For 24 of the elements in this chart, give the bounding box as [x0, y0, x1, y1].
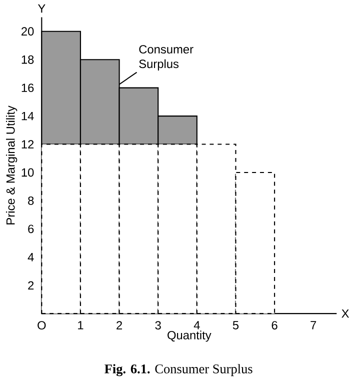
y-tick-label: 12: [22, 140, 34, 148]
y-tick-label: 14: [22, 112, 34, 120]
x-tick-label: 3: [155, 321, 162, 330]
text: Y: [38, 4, 46, 13]
text: X: [342, 309, 350, 318]
y-tick-label: 2: [28, 281, 34, 290]
x-tick-label: 5: [233, 321, 239, 330]
y-tick-label: 16: [22, 84, 34, 92]
y-tick-label: 6: [28, 224, 34, 234]
y-tick-label: 20: [22, 27, 34, 36]
x-axis-title: Quantity: [168, 330, 212, 342]
x-tick-label: 7: [310, 321, 316, 330]
series-label: Consumer Surplus: [139, 45, 194, 70]
x-tick-label: 4: [194, 321, 200, 330]
x-tick-label: 2: [116, 321, 122, 330]
y-tick-label: 18: [22, 55, 34, 64]
y-tick-label: 10: [22, 168, 34, 177]
x-tick-label: O: [38, 321, 46, 330]
y-axis-title: Price & Marginal Utility: [6, 106, 18, 224]
y-tick-label: 8: [28, 196, 34, 205]
x-tick-label: 1: [78, 321, 84, 330]
y-tick-label: 4: [28, 253, 34, 262]
x-tick-label: 6: [272, 321, 278, 330]
text: Fig. 6.1. Consumer Surplus: [104, 364, 252, 376]
